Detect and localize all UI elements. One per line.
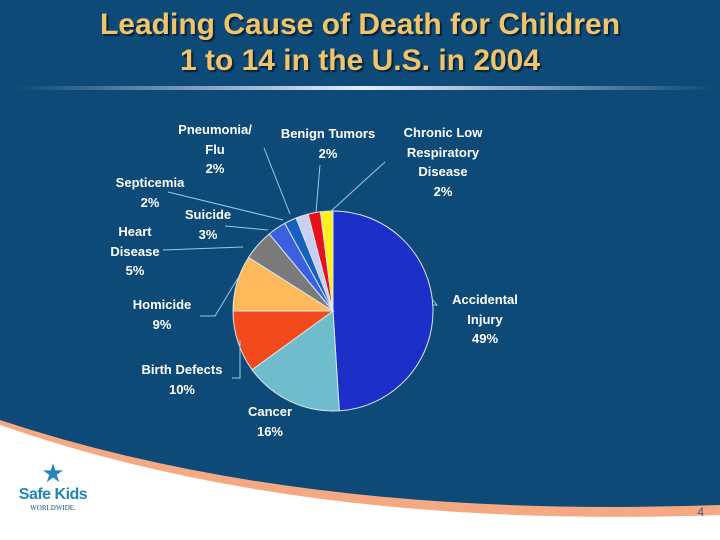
label-pneumonia-flu: Pneumonia/Flu 2% (178, 122, 252, 176)
label-suicide: Suicide 3% (184, 207, 232, 242)
label-chronic-low-respiratory: Chronic Low Respiratory Disease 2% (403, 125, 483, 199)
safe-kids-logo: ★ Safe Kids WORLDWIDE. (8, 460, 98, 512)
label-heart-disease: Heart Disease 5% (110, 224, 160, 278)
label-birth-defects: Birth Defects 10% (141, 362, 223, 397)
slide-title-line2: 1 to 14 in the U.S. in 2004 (179, 44, 541, 77)
label-cancer: Cancer 16% (247, 404, 293, 439)
label-accidental-injury: Accidental Injury 49% (452, 292, 518, 346)
slide-title-line1: Leading Cause of Death for Children (99, 8, 621, 41)
title-divider (15, 86, 715, 90)
label-septicemia: Septicemia 2% (115, 175, 185, 210)
page-number: 4 (697, 505, 704, 519)
pie-slice-cancer (251, 310, 340, 412)
leader-lines (162, 147, 439, 379)
white-footer (0, 425, 720, 540)
pie-slice-accidental-injury (332, 210, 434, 412)
pie-slice-chronic-low-respiratory-disease (319, 210, 334, 312)
kids-figure-icon: ★ (41, 458, 65, 488)
label-benign-tumors: Benign Tumors 2% (280, 126, 376, 161)
pie-chart (232, 210, 434, 412)
label-homicide: Homicide 9% (132, 297, 192, 332)
